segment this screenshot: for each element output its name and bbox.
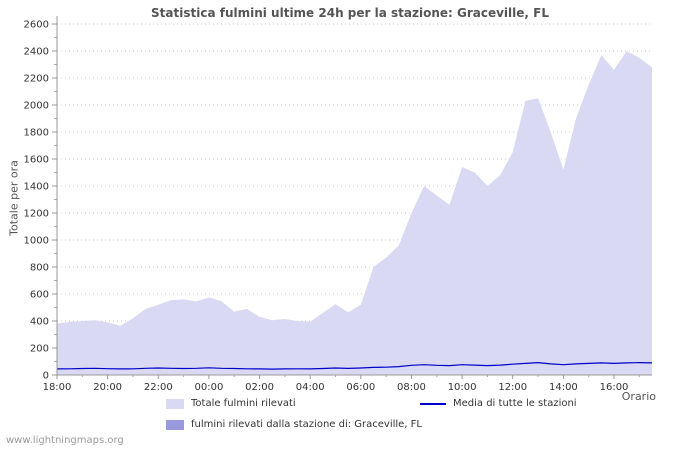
legend-swatch-station-area-icon (166, 419, 184, 430)
svg-text:600: 600 (30, 290, 49, 301)
svg-text:02:00: 02:00 (245, 382, 274, 393)
svg-text:1000: 1000 (24, 236, 49, 247)
svg-text:08:00: 08:00 (397, 382, 426, 393)
legend-label-station: fulmini rilevati dalla stazione di: Grac… (191, 419, 423, 430)
svg-text:10:00: 10:00 (448, 382, 477, 393)
x-axis-label: Orario (621, 390, 656, 403)
svg-text:2600: 2600 (24, 20, 49, 31)
svg-text:2000: 2000 (24, 101, 49, 112)
legend-item-media: Media di tutte le stazioni (420, 398, 577, 409)
svg-text:1800: 1800 (24, 128, 49, 139)
svg-text:1200: 1200 (24, 209, 49, 220)
legend-line-media-icon (420, 402, 446, 405)
svg-text:16:00: 16:00 (600, 382, 629, 393)
legend-swatch-total-area-icon (166, 398, 184, 409)
legend-item-total: Totale fulmini rilevati (166, 398, 296, 409)
svg-text:1400: 1400 (24, 182, 49, 193)
svg-text:06:00: 06:00 (346, 382, 375, 393)
svg-text:00:00: 00:00 (195, 382, 224, 393)
svg-text:18:00: 18:00 (43, 382, 72, 393)
svg-text:22:00: 22:00 (144, 382, 173, 393)
legend-item-station: fulmini rilevati dalla stazione di: Grac… (166, 419, 422, 430)
watermark-link[interactable]: www.lightningmaps.org (6, 435, 124, 446)
svg-text:12:00: 12:00 (498, 382, 527, 393)
svg-text:800: 800 (30, 263, 49, 274)
svg-text:0: 0 (43, 371, 49, 382)
legend-label-media: Media di tutte le stazioni (453, 398, 577, 409)
svg-text:14:00: 14:00 (549, 382, 578, 393)
svg-text:400: 400 (30, 317, 49, 328)
svg-text:1600: 1600 (24, 155, 49, 166)
svg-text:2400: 2400 (24, 47, 49, 58)
svg-text:200: 200 (30, 344, 49, 355)
svg-text:2200: 2200 (24, 74, 49, 85)
svg-text:20:00: 20:00 (93, 382, 122, 393)
svg-text:04:00: 04:00 (296, 382, 325, 393)
legend-label-total: Totale fulmini rilevati (191, 398, 296, 409)
chart-title: Statistica fulmini ultime 24h per la sta… (151, 6, 549, 20)
